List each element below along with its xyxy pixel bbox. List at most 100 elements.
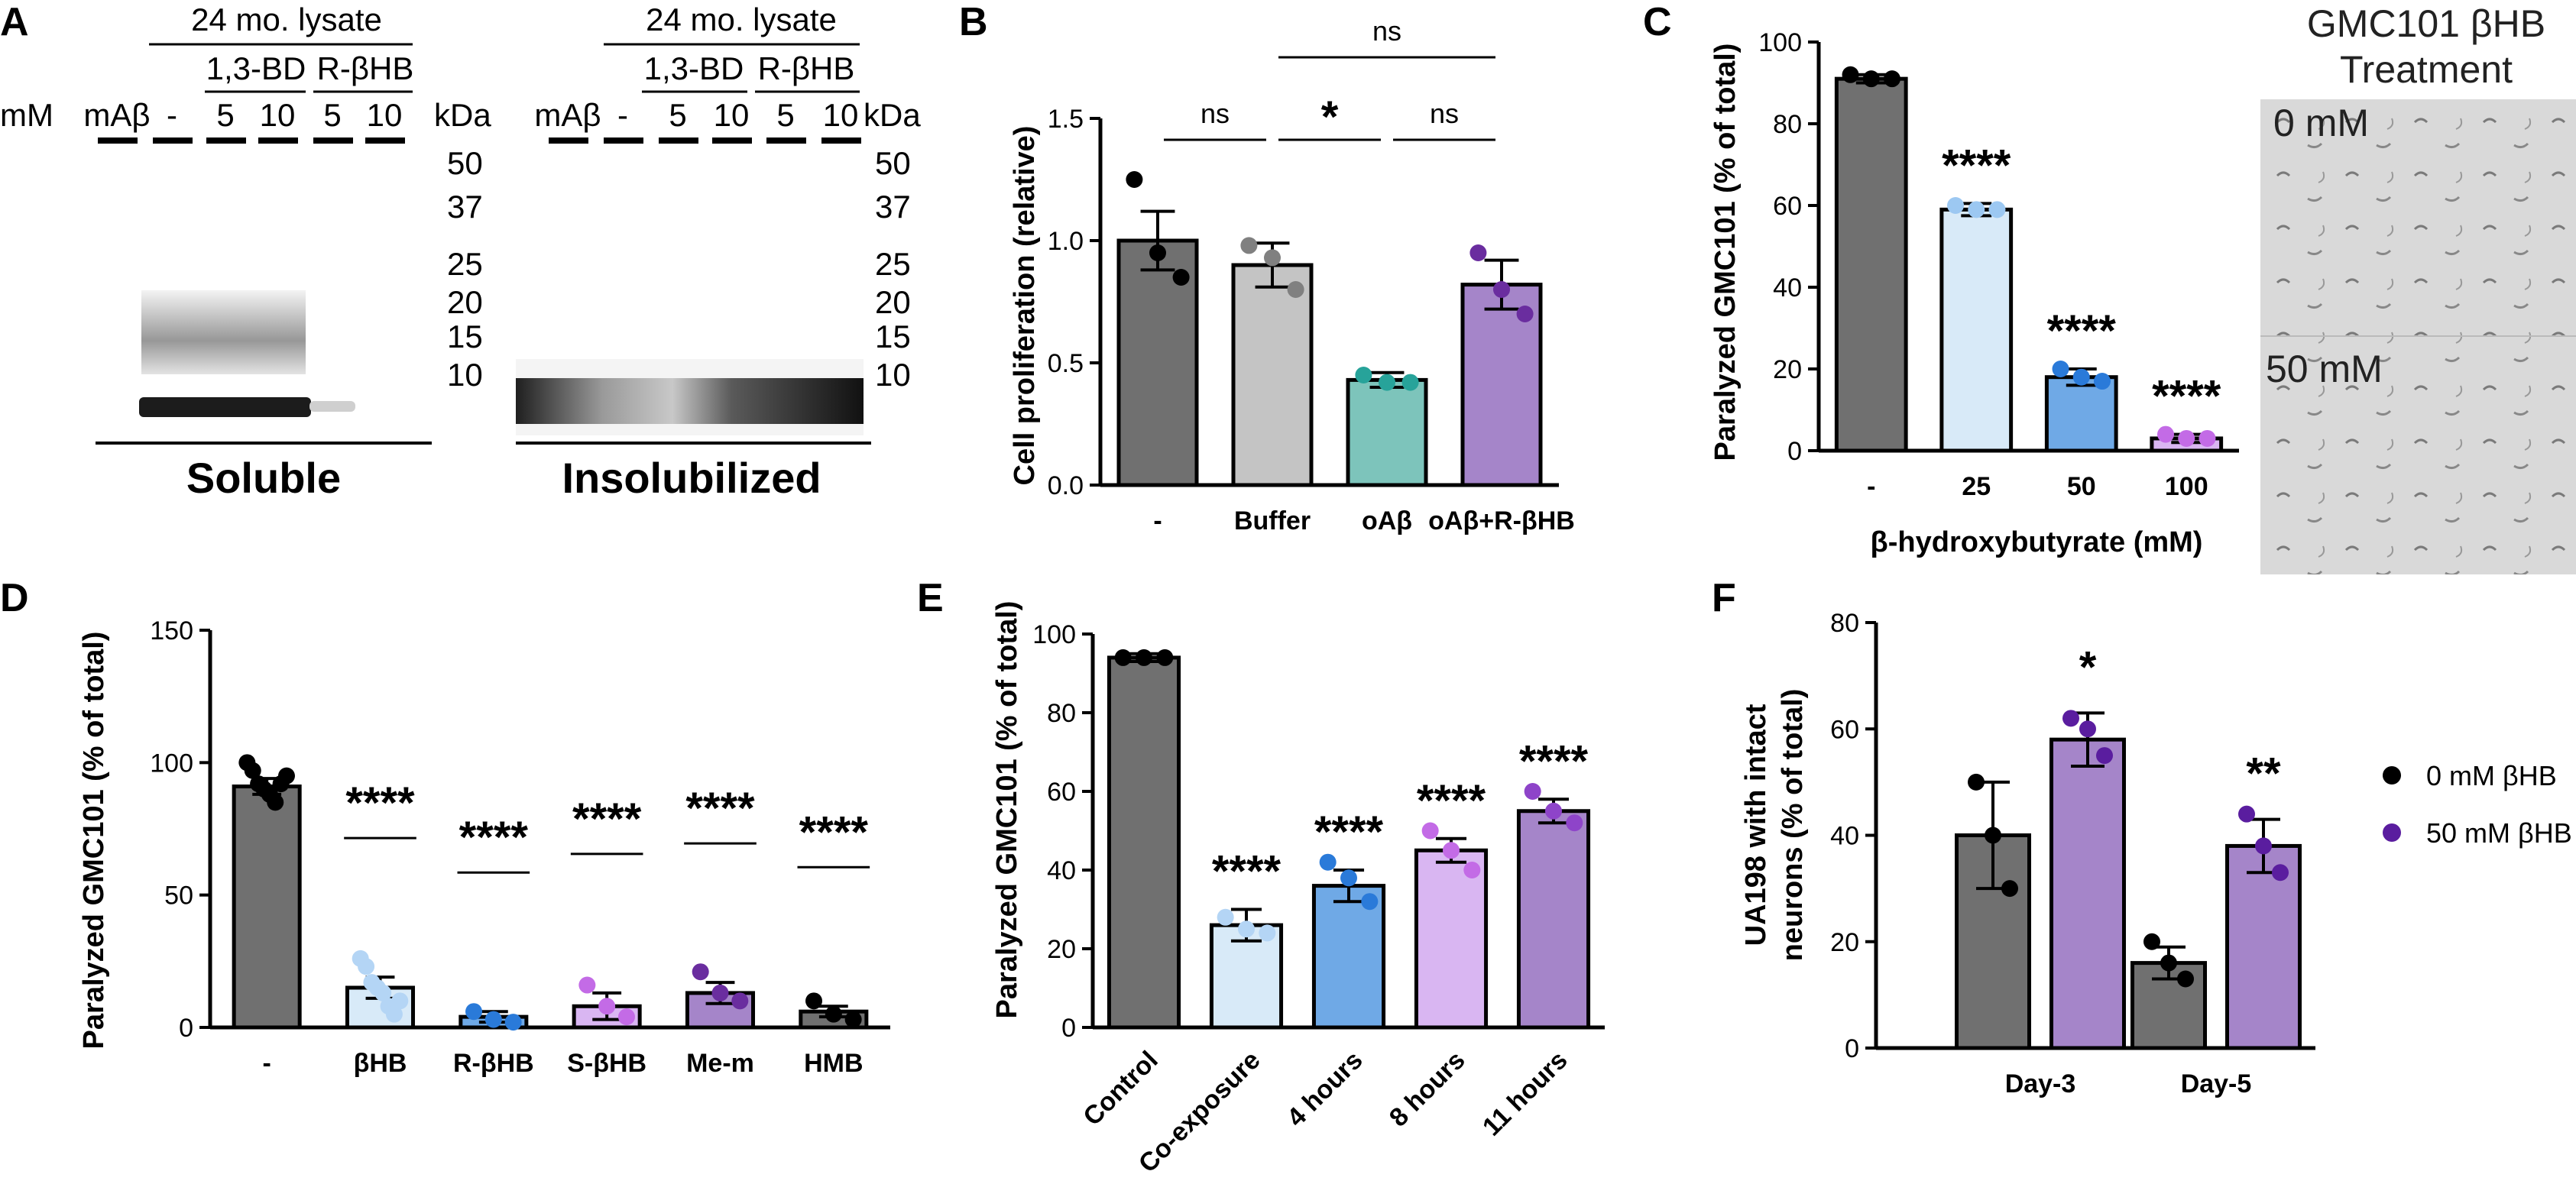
data-point xyxy=(1463,862,1481,878)
lane-label: 10 xyxy=(260,97,296,133)
bar xyxy=(1231,263,1314,487)
blot-header-left: 24 mo. lysate xyxy=(191,2,382,37)
chart-b: 0.0 0.5 1.0 1.5 - Buffer oAβ oAβ+R-βHB ns * ns ns xyxy=(1048,15,1575,535)
data-point xyxy=(617,1008,635,1026)
data-point xyxy=(2255,837,2272,855)
category-label: oAβ xyxy=(1362,506,1412,535)
significance-stars: **** xyxy=(2152,372,2221,422)
significance-stars: **** xyxy=(345,778,415,828)
kda-marker: 37 xyxy=(875,189,911,225)
data-point xyxy=(1238,920,1255,938)
insolubilized-label: Insolubilized xyxy=(562,454,821,502)
category-label: Day-3 xyxy=(2005,1069,2076,1098)
bar xyxy=(232,785,302,1030)
micrograph-label-50mm: 50 mM xyxy=(2266,348,2383,390)
y-tick-label: 0.0 xyxy=(1048,471,1084,500)
data-point xyxy=(1240,237,1258,254)
panel-label-a: A xyxy=(0,0,29,44)
data-point xyxy=(1379,374,1395,391)
category-label: - xyxy=(1153,506,1162,535)
data-point xyxy=(1985,827,2001,844)
bar xyxy=(1939,207,2014,453)
panel-d: D Paralyzed GMC101 (% of total) 0 50 100 15… xyxy=(0,576,890,1078)
lane-label: mAβ xyxy=(534,97,601,133)
y-tick-label: 80 xyxy=(1047,699,1076,728)
lane-label: - xyxy=(617,97,628,133)
category-label: Me-m xyxy=(686,1049,754,1078)
category-label: oAβ+R-βHB xyxy=(1428,506,1575,535)
data-point xyxy=(2079,720,2096,738)
y-tick-label: 0 xyxy=(1787,437,1802,466)
kda-marker: 15 xyxy=(875,319,911,354)
lane-label: mAβ xyxy=(83,97,150,133)
y-tick-label: 40 xyxy=(1773,273,1802,302)
y-tick-label: 20 xyxy=(1830,928,1859,957)
lane-marker xyxy=(313,137,353,144)
data-point xyxy=(2177,970,2194,988)
chart-c: 0 20 40 60 80 100 - 25 **** 50 **** 100 **** xyxy=(1758,28,2239,501)
bar xyxy=(2044,375,2118,453)
data-point xyxy=(1421,822,1439,840)
lane-label: 5 xyxy=(776,97,794,133)
lane-marker xyxy=(604,137,643,144)
blot-lane-labels-right: mAβ - 5 10 5 10 xyxy=(534,97,861,144)
data-point xyxy=(2143,933,2160,950)
y-tick-label: 60 xyxy=(1830,715,1859,744)
y-tick-label: 40 xyxy=(1830,822,1859,851)
data-point xyxy=(711,984,729,1001)
bar xyxy=(1414,848,1489,1030)
bar xyxy=(1107,655,1181,1030)
lane-label: 10 xyxy=(367,97,403,133)
data-point xyxy=(2052,361,2069,377)
data-point xyxy=(484,1011,502,1028)
panel-label-c: C xyxy=(1643,0,1672,44)
category-label: R-βHB xyxy=(453,1049,534,1078)
bar xyxy=(1209,923,1284,1030)
blot-sub1-left: 1,3-BD xyxy=(206,50,306,86)
bar xyxy=(1346,377,1428,487)
y-tick-label: 100 xyxy=(150,749,193,778)
f-ylabel-line2: neurons (% of total) xyxy=(1777,689,1809,962)
category-label: 100 xyxy=(2165,472,2208,501)
kda-marker: 20 xyxy=(875,284,911,320)
data-point xyxy=(805,992,823,1010)
category-label: Day-5 xyxy=(2181,1069,2252,1098)
blot-lane-labels-left: mAβ - 5 10 5 10 xyxy=(83,97,405,144)
data-point xyxy=(277,767,295,785)
significance-stars: **** xyxy=(2047,306,2117,356)
panel-label-b: B xyxy=(959,0,988,44)
data-point xyxy=(1217,908,1234,926)
category-label: - xyxy=(1867,472,1875,501)
blot-sub2-left: R-βHB xyxy=(317,50,414,86)
d-ylabel: Paralyzed GMC101 (% of total) xyxy=(78,632,110,1050)
bar xyxy=(1516,809,1591,1030)
significance-stars: **** xyxy=(1519,736,1589,786)
y-tick-label: 20 xyxy=(1047,935,1076,964)
data-point xyxy=(1947,197,1965,214)
significance-stars: **** xyxy=(459,813,529,862)
data-point xyxy=(1126,171,1143,188)
y-tick-label: 60 xyxy=(1047,778,1076,807)
b-ylabel: Cell proliferation (relative) xyxy=(1009,126,1041,486)
bar xyxy=(2049,737,2126,1050)
significance-stars: **** xyxy=(1314,807,1384,857)
category-label: 4 hours xyxy=(1282,1046,1369,1133)
kda-marker: 50 xyxy=(447,145,483,181)
gmc101-micrograph: GMC101 βHB Treatment 0 mM 50 mM xyxy=(2260,2,2576,574)
gmc101-title-line2: Treatment xyxy=(2340,48,2513,91)
lane-marker xyxy=(258,137,298,144)
lane-marker xyxy=(712,137,752,144)
data-point xyxy=(1259,924,1276,942)
y-tick-label: 80 xyxy=(1773,110,1802,139)
y-tick-label: 50 xyxy=(164,882,193,911)
category-label: 8 hours xyxy=(1384,1046,1471,1133)
significance-stars: **** xyxy=(799,807,869,857)
lane-label: 10 xyxy=(714,97,750,133)
data-point xyxy=(598,998,616,1015)
significance-label: ns xyxy=(1372,15,1401,47)
blot-sub2-right: R-βHB xyxy=(758,50,855,86)
micrograph-label-0mm: 0 mM xyxy=(2273,102,2369,144)
data-point xyxy=(1149,244,1166,261)
significance-stars: * xyxy=(2079,642,2097,692)
